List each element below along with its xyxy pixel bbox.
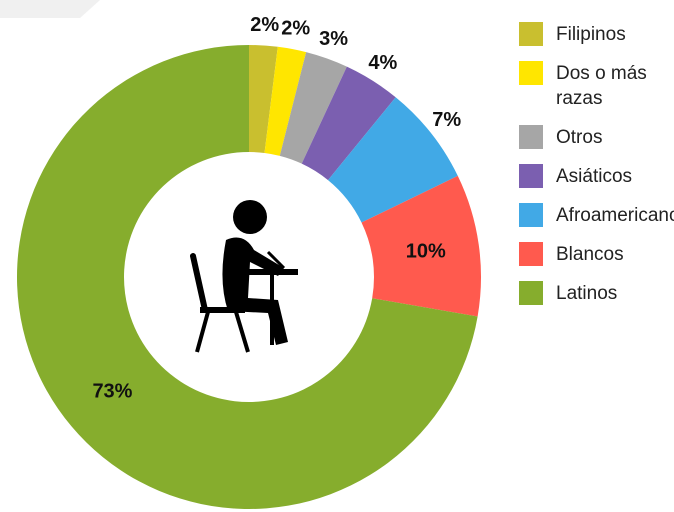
- legend-swatch: [519, 281, 543, 305]
- data-label: 3%: [319, 28, 348, 50]
- legend-label: Dos o más razas: [556, 63, 647, 109]
- legend-item: Afroamericanos: [519, 203, 674, 228]
- legend-label: Blancos: [556, 244, 624, 265]
- legend-label: Afroamericanos: [556, 205, 674, 226]
- corner-decoration: [0, 0, 100, 18]
- slice: [264, 46, 307, 156]
- legend-item: Otros: [519, 125, 669, 150]
- data-label: 7%: [432, 109, 461, 131]
- slice: [361, 175, 482, 317]
- legend-item: Filipinos: [519, 22, 669, 47]
- slice: [17, 45, 478, 510]
- legend-swatch: [519, 125, 543, 149]
- slice: [279, 52, 347, 164]
- legend-label: Otros: [556, 127, 603, 148]
- legend-label: Filipinos: [556, 24, 626, 45]
- legend-swatch: [519, 22, 543, 46]
- legend-swatch: [519, 61, 543, 85]
- legend-swatch: [519, 203, 543, 227]
- legend-label: Latinos: [556, 283, 618, 304]
- legend-item: Dos o más razas: [519, 61, 669, 111]
- data-label: 4%: [368, 52, 397, 74]
- legend: Filipinos Dos o más razas Otros Asiáticos Af…: [519, 22, 674, 320]
- legend-swatch: [519, 164, 543, 188]
- legend-swatch: [519, 242, 543, 266]
- legend-item: Blancos: [519, 242, 669, 267]
- slice: [249, 45, 278, 153]
- data-label: 73%: [92, 380, 132, 402]
- slice: [328, 97, 458, 223]
- legend-item: Latinos: [519, 281, 669, 306]
- slices: [17, 45, 482, 510]
- legend-label: Asiáticos: [556, 166, 633, 187]
- legend-item: Asiáticos: [519, 164, 669, 189]
- slice: [301, 66, 396, 181]
- data-label: 2%: [250, 14, 279, 36]
- data-label: 2%: [281, 18, 310, 40]
- student-icon: [190, 200, 298, 353]
- data-label: 10%: [406, 240, 446, 262]
